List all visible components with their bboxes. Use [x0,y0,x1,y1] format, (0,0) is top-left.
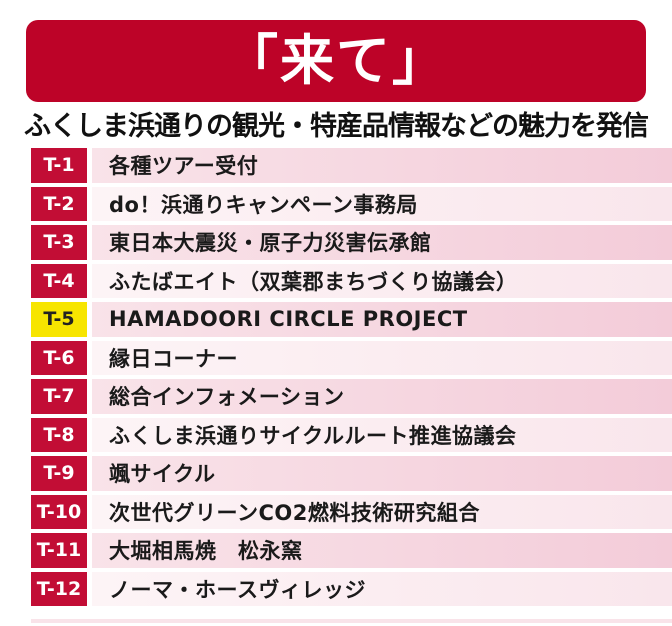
item-id-badge: T-1 [31,148,87,183]
item-id-badge: T-10 [31,494,87,529]
list-item: T-12 ノーマ・ホースヴィレッジ [31,571,672,606]
item-id-badge: T-2 [31,186,87,221]
item-label: 大堀相馬焼 松永窯 [92,533,672,568]
list-item: T-9 颯サイクル [31,456,672,491]
item-id-badge: T-11 [31,533,87,568]
list-item: T-11 大堀相馬焼 松永窯 [31,533,672,568]
list-item: T-8 ふくしま浜通りサイクルルート推進協議会 [31,417,672,452]
list-item: T-4 ふたばエイト（双葉郡まちづくり協議会） [31,263,672,298]
item-id-badge: T-9 [31,456,87,491]
item-id-badge: T-5 [31,302,87,337]
list-item: T-6 縁日コーナー [31,340,672,375]
booth-list: T-1 各種ツアー受付 T-2 do！浜通りキャンペーン事務局 T-3 東日本大… [31,148,672,610]
section-header-banner: 「来て」 [26,20,646,102]
item-label: do！浜通りキャンペーン事務局 [92,186,672,221]
item-label: 次世代グリーンCO2燃料技術研究組合 [92,494,672,529]
list-item: T-10 次世代グリーンCO2燃料技術研究組合 [31,494,672,529]
item-label: HAMADOORI CIRCLE PROJECT [92,302,672,337]
list-item: T-3 東日本大震災・原子力災害伝承館 [31,225,672,260]
list-item: T-1 各種ツアー受付 [31,148,672,183]
item-id-badge: T-6 [31,340,87,375]
item-label: 縁日コーナー [92,340,672,375]
item-label: 各種ツアー受付 [92,148,672,183]
section-title: 「来て」 [224,29,448,92]
section-subtitle: ふくしま浜通りの観光・特産品情報などの魅力を発信 [24,110,649,142]
item-id-badge: T-7 [31,379,87,414]
item-id-badge: T-12 [31,571,87,606]
item-label: 颯サイクル [92,456,672,491]
item-label: 総合インフォメーション [92,379,672,414]
item-label: ノーマ・ホースヴィレッジ [92,571,672,606]
next-section-edge [31,619,672,623]
list-item: T-2 do！浜通りキャンペーン事務局 [31,186,672,221]
list-item: T-7 総合インフォメーション [31,379,672,414]
item-id-badge: T-4 [31,263,87,298]
item-id-badge: T-3 [31,225,87,260]
list-item: T-5 HAMADOORI CIRCLE PROJECT [31,302,672,337]
item-label: ふくしま浜通りサイクルルート推進協議会 [92,417,672,452]
item-label: ふたばエイト（双葉郡まちづくり協議会） [92,263,672,298]
item-label: 東日本大震災・原子力災害伝承館 [92,225,672,260]
item-id-badge: T-8 [31,417,87,452]
